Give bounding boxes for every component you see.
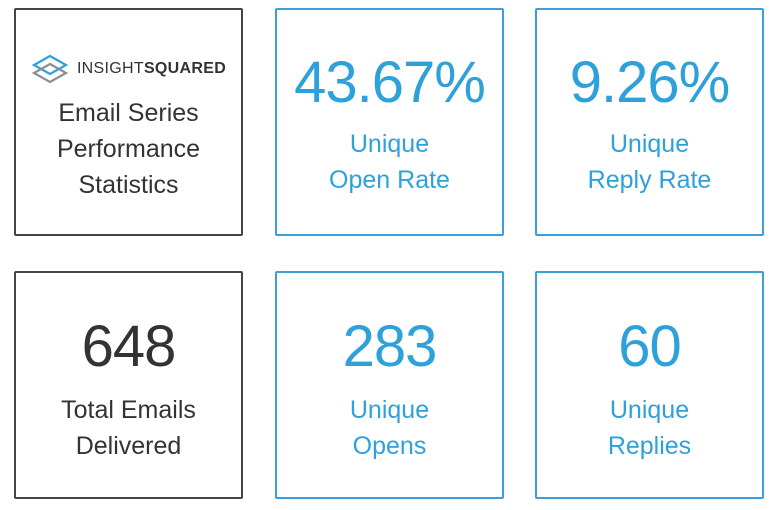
unique-opens-value: 283 [342, 314, 438, 379]
label-line: Replies [607, 432, 692, 460]
label-line: Delivered [75, 432, 182, 460]
total-emails-tile: 648 Total Emails Delivered [14, 271, 243, 499]
label-line: Unique [349, 130, 430, 158]
insightsquared-logo: INSIGHTSQUARED [31, 53, 226, 85]
unique-replies-label: Unique Replies [608, 392, 691, 464]
unique-replies-tile: 60 Unique Replies [535, 271, 764, 499]
open-rate-label: Unique Open Rate [329, 126, 450, 198]
label-line: Unique [349, 396, 430, 424]
logo-wordmark-light: INSIGHT [76, 60, 144, 77]
total-emails-label: Total Emails Delivered [61, 392, 196, 464]
title-line: Performance [56, 135, 201, 163]
title-line: Email Series [58, 99, 199, 127]
unique-opens-tile: 283 Unique Opens [275, 271, 504, 499]
unique-opens-label: Unique Opens [350, 392, 429, 464]
title-line: Statistics [78, 171, 179, 199]
label-line: Open Rate [329, 166, 450, 194]
label-line: Unique [609, 396, 690, 424]
label-line: Total Emails [61, 396, 196, 424]
dashboard-title: Email Series Performance Statistics [57, 95, 200, 203]
reply-rate-value: 9.26% [569, 50, 730, 115]
open-rate-value: 43.67% [294, 50, 486, 115]
label-line: Opens [352, 432, 427, 460]
layered-diamond-icon [31, 54, 69, 84]
reply-rate-label: Unique Reply Rate [588, 126, 712, 198]
logo-wordmark-bold: SQUARED [143, 60, 227, 77]
brand-tile: INSIGHTSQUARED Email Series Performance … [14, 8, 243, 236]
total-emails-value: 648 [81, 314, 177, 379]
label-line: Unique [609, 130, 690, 158]
unique-replies-value: 60 [618, 314, 682, 379]
label-line: Reply Rate [587, 166, 712, 194]
open-rate-tile: 43.67% Unique Open Rate [275, 8, 504, 236]
reply-rate-tile: 9.26% Unique Reply Rate [535, 8, 764, 236]
logo-wordmark: INSIGHTSQUARED [77, 60, 226, 78]
